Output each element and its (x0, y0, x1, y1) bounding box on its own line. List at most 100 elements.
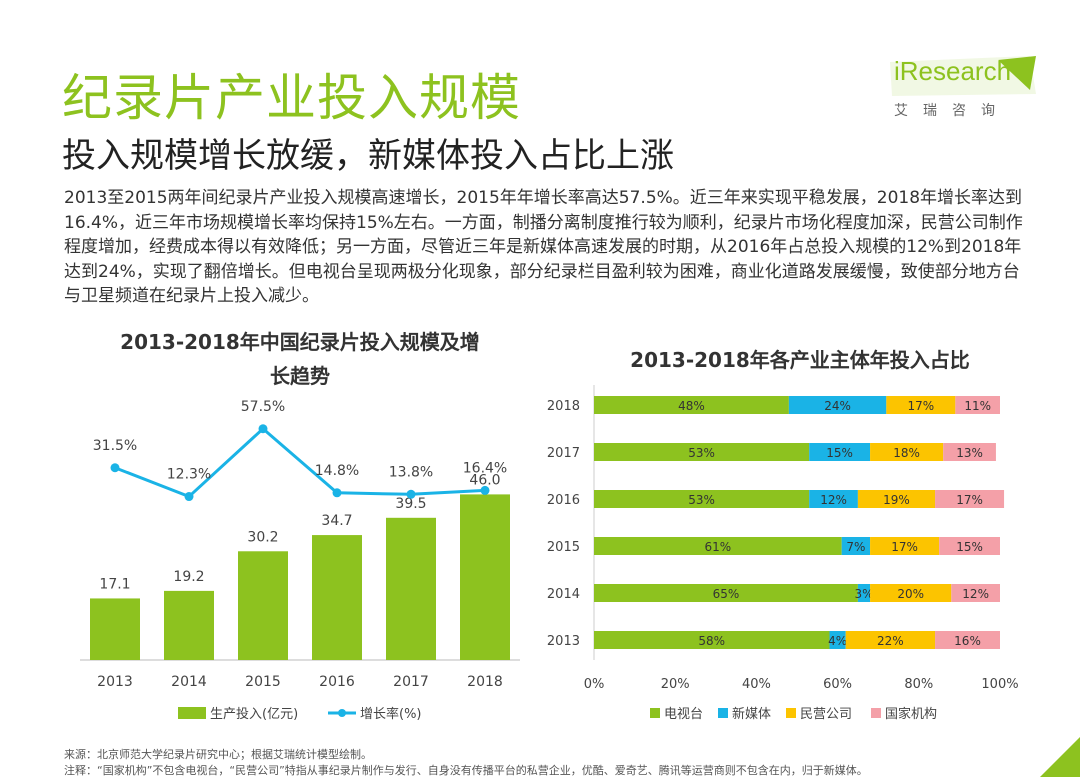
investment-share-chart: 2018 48% 24% 17% 11% 2017 53% 15% 18% 13% 2016 53% 1… (547, 385, 1019, 722)
growth-label-2013: 31.5% (93, 438, 137, 454)
growth-point-2013 (110, 463, 120, 473)
intro-paragraph: 2013至2015两年间纪录片产业投入规模高速增长，2015年年增长率高达57.… (64, 188, 1023, 306)
x-tick-2018: 2018 (467, 674, 503, 690)
bar-2015 (238, 551, 288, 660)
x-tick-2014: 2014 (171, 674, 207, 690)
segment-label-2018-1: 24% (824, 399, 851, 413)
segment-2013-3 (935, 631, 1000, 649)
legend-label-3: 国家机构 (885, 706, 937, 722)
segment-label-2018-0: 48% (678, 399, 705, 413)
segment-label-2015-1: 7% (846, 540, 865, 554)
legend-marker-line (338, 709, 346, 717)
legend-label-0: 电视台 (664, 707, 703, 722)
x-tick-3: 60% (823, 677, 852, 692)
segment-label-2016-1: 12% (820, 493, 847, 507)
segment-label-2016-0: 53% (688, 493, 715, 507)
left-chart-title-line2: 长趋势 (270, 364, 330, 388)
segment-label-2014-0: 65% (713, 587, 740, 601)
growth-rate-line (114, 426, 486, 499)
growth-label-2015: 57.5% (241, 399, 285, 415)
bar-label-2013: 17.1 (99, 576, 130, 592)
x-tick-2015: 2015 (245, 674, 281, 690)
segment-2015-2 (870, 537, 940, 555)
footnote: 注释：“国家机构”不包含电视台，“民营公司”特指从事纪录片制作与发行、自身没有传… (64, 764, 868, 777)
x-tick-5: 100% (981, 677, 1018, 692)
segment-label-2014-2: 20% (897, 587, 924, 601)
growth-point-2018 (480, 485, 490, 495)
legend-label-2: 民营公司 (800, 707, 852, 722)
segment-2018-0 (594, 396, 789, 414)
bar-label-2016: 34.7 (321, 513, 352, 529)
right-chart-title: 2013-2018年各产业主体年投入占比 (630, 348, 970, 372)
segment-2014-1 (857, 584, 871, 602)
segment-label-2017-3: 13% (956, 446, 983, 460)
growth-point-2015 (258, 424, 268, 434)
bar-label-2014: 19.2 (173, 569, 204, 585)
segment-2013-2 (845, 631, 936, 649)
bar-label-2018: 46.0 (469, 472, 500, 488)
segment-2016-1 (809, 490, 858, 508)
x-tick-2: 40% (742, 677, 771, 692)
bar-2017 (386, 517, 436, 660)
y-tick-2015: 2015 (547, 540, 580, 555)
segment-2015-3 (939, 537, 1000, 555)
page-subtitle: 投入规模增长放缓，新媒体投入占比上涨 (62, 136, 674, 176)
logo-banner-icon (890, 56, 1036, 96)
x-tick-2013: 2013 (97, 674, 133, 690)
growth-label-2014: 12.3% (167, 467, 211, 483)
source-note: 来源：北京师范大学纪录片研究中心；根据艾瑞统计模型绘制。 (64, 748, 372, 761)
growth-point-2014 (184, 492, 194, 502)
segment-2014-0 (594, 584, 858, 602)
page-title: 纪录片产业投入规模 (62, 69, 521, 127)
investment-scale-chart: 17.1 2013 19.2 2014 30.2 2015 34.7 2016 39.5 2017… (80, 399, 520, 722)
x-tick-4: 80% (904, 677, 933, 692)
segment-2013-0 (594, 631, 830, 649)
legend-label-bars: 生产投入(亿元) (210, 706, 298, 722)
growth-point-2016 (332, 488, 342, 498)
segment-label-2018-2: 17% (907, 399, 934, 413)
legend-swatch-0 (650, 708, 660, 718)
x-tick-0: 0% (584, 677, 605, 692)
segment-label-2017-0: 53% (688, 446, 715, 460)
segment-2014-3 (951, 584, 1000, 602)
x-tick-2017: 2017 (393, 674, 429, 690)
segment-label-2017-1: 15% (826, 446, 853, 460)
segment-2017-1 (809, 443, 871, 461)
segment-label-2015-2: 17% (891, 540, 918, 554)
segment-label-2013-0: 58% (698, 634, 725, 648)
y-tick-2017: 2017 (547, 446, 580, 461)
legend-label-1: 新媒体 (732, 706, 771, 722)
bar-label-2017: 39.5 (395, 496, 426, 512)
bar-2014 (164, 590, 214, 660)
segment-label-2014-3: 12% (962, 587, 989, 601)
legend-swatch-bars (178, 707, 206, 719)
segment-2017-0 (594, 443, 810, 461)
segment-label-2013-2: 22% (877, 634, 904, 648)
segment-2015-1 (841, 537, 871, 555)
legend-swatch-3 (871, 708, 881, 718)
logo-brand: iResearch (894, 56, 1012, 86)
bar-2018 (460, 494, 510, 660)
y-tick-2018: 2018 (547, 399, 580, 414)
growth-point-2017 (406, 489, 416, 499)
segment-label-2017-2: 18% (893, 446, 920, 460)
legend-swatch-2 (786, 708, 796, 718)
segment-2017-3 (943, 443, 996, 461)
segment-2015-0 (594, 537, 842, 555)
segment-2018-3 (955, 396, 1000, 414)
segment-2017-2 (870, 443, 944, 461)
segment-2018-2 (886, 396, 956, 414)
segment-label-2015-3: 15% (956, 540, 983, 554)
segment-2013-1 (829, 631, 846, 649)
segment-label-2014-1: 3% (854, 587, 873, 601)
growth-label-2017: 13.8% (389, 464, 433, 480)
logo-cn: 艾瑞咨询 (894, 103, 1010, 119)
segment-label-2015-0: 61% (704, 540, 731, 554)
bar-2016 (312, 535, 362, 660)
segment-label-2016-2: 19% (883, 493, 910, 507)
legend-label-line: 增长率(%) (360, 706, 422, 722)
segment-label-2013-1: 4% (828, 634, 847, 648)
segment-2016-0 (594, 490, 810, 508)
bar-2013 (90, 598, 140, 660)
y-tick-2013: 2013 (547, 634, 580, 649)
